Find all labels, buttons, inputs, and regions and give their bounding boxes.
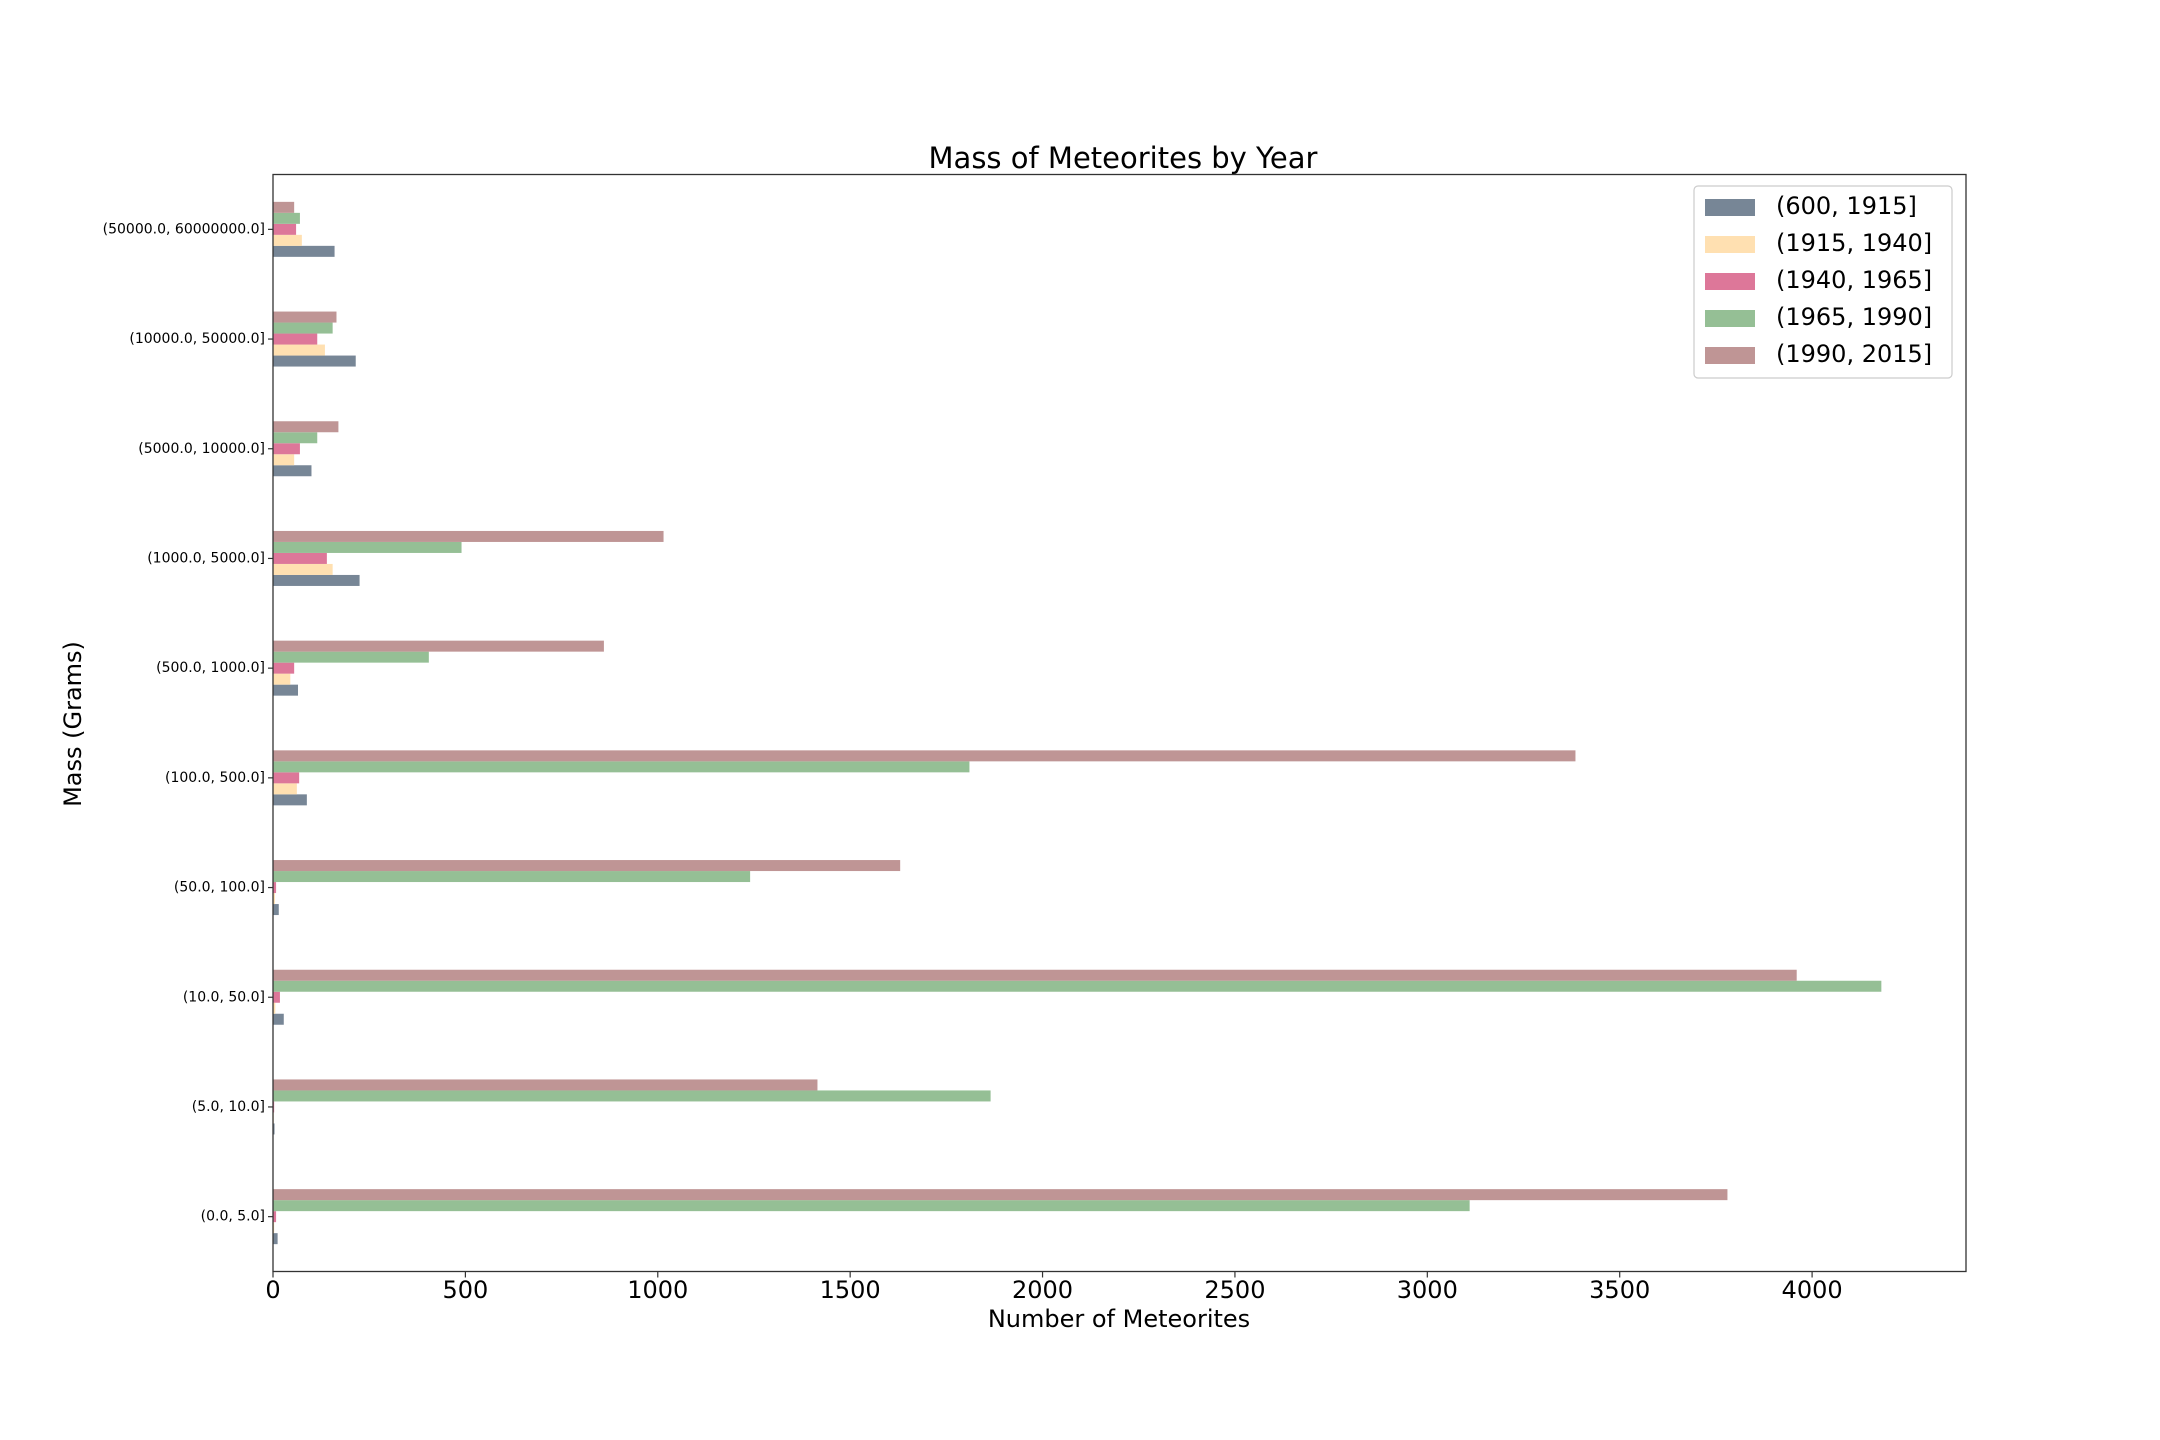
bar bbox=[273, 234, 302, 246]
bar bbox=[273, 541, 462, 553]
bar bbox=[273, 980, 1882, 992]
legend-swatch bbox=[1705, 347, 1755, 364]
bar bbox=[273, 794, 307, 806]
legend-swatch bbox=[1705, 273, 1755, 290]
legend-label: (1965, 1990] bbox=[1776, 303, 1932, 331]
bar bbox=[273, 651, 429, 663]
y-tick-label: (1000.0, 5000.0] bbox=[147, 550, 265, 566]
bar bbox=[273, 882, 277, 894]
bar bbox=[273, 311, 337, 323]
x-tick-label: 500 bbox=[442, 1276, 488, 1304]
bar bbox=[273, 1211, 277, 1223]
legend-label: (600, 1915] bbox=[1776, 192, 1917, 220]
bar bbox=[273, 421, 339, 433]
bar bbox=[273, 333, 318, 345]
y-axis-ticks: (0.0, 5.0] (5.0, 10.0] (10.0, 50.0] (50.0, … bbox=[103, 221, 273, 1225]
x-tick-label: 2500 bbox=[1204, 1276, 1265, 1304]
bar bbox=[273, 1233, 278, 1245]
bar bbox=[273, 432, 318, 444]
x-tick-label: 0 bbox=[265, 1276, 280, 1304]
bar bbox=[273, 772, 300, 784]
bar bbox=[273, 904, 279, 916]
bar bbox=[273, 1200, 1470, 1212]
bar bbox=[273, 212, 300, 224]
bar bbox=[273, 1090, 991, 1102]
bar bbox=[273, 871, 751, 883]
bar bbox=[273, 443, 300, 455]
bar bbox=[273, 969, 1797, 981]
bar bbox=[273, 355, 356, 367]
legend-label: (1990, 2015] bbox=[1776, 340, 1932, 368]
legend-label: (1940, 1965] bbox=[1776, 266, 1932, 294]
plot-area-frame bbox=[272, 173, 1967, 1273]
bar bbox=[273, 563, 333, 575]
legend-swatch bbox=[1705, 199, 1755, 216]
y-tick-label: (100.0, 500.0] bbox=[165, 770, 265, 786]
bar bbox=[273, 223, 297, 235]
bar bbox=[273, 322, 333, 334]
bar bbox=[273, 454, 295, 466]
bar bbox=[273, 530, 664, 542]
bar bbox=[273, 201, 295, 213]
x-axis-label: Number of Meteorites bbox=[988, 1305, 1250, 1333]
x-tick-label: 3500 bbox=[1589, 1276, 1650, 1304]
x-tick-label: 4000 bbox=[1782, 1276, 1843, 1304]
legend-swatch bbox=[1705, 310, 1755, 327]
y-tick-label: (5000.0, 10000.0] bbox=[138, 441, 265, 457]
legend-label: (1915, 1940] bbox=[1776, 229, 1932, 257]
bar bbox=[273, 465, 312, 477]
y-tick-label: (10.0, 50.0] bbox=[183, 989, 265, 1005]
bar bbox=[273, 761, 970, 773]
x-axis-ticks: 0 500 1000 1500 2000 2500 3000 3500 4000 bbox=[265, 1271, 1843, 1304]
bar bbox=[273, 1013, 284, 1025]
bar bbox=[273, 684, 299, 696]
bar bbox=[273, 991, 280, 1003]
bar bbox=[273, 245, 335, 257]
legend-swatch bbox=[1705, 236, 1755, 253]
bar bbox=[273, 1002, 276, 1014]
x-tick-label: 1000 bbox=[627, 1276, 688, 1304]
x-tick-label: 2000 bbox=[1012, 1276, 1073, 1304]
y-tick-label: (50000.0, 60000000.0] bbox=[103, 221, 265, 237]
bar bbox=[273, 344, 325, 356]
bar bbox=[273, 893, 275, 905]
bar bbox=[273, 640, 604, 652]
chart-title: Mass of Meteorites by Year bbox=[929, 141, 1318, 175]
bar bbox=[273, 662, 295, 674]
bar bbox=[273, 860, 901, 872]
y-tick-label: (10000.0, 50000.0] bbox=[129, 331, 265, 347]
y-tick-label: (500.0, 1000.0] bbox=[156, 660, 265, 676]
bar bbox=[273, 1079, 818, 1091]
x-tick-label: 3000 bbox=[1397, 1276, 1458, 1304]
y-tick-label: (5.0, 10.0] bbox=[192, 1099, 265, 1115]
y-axis-label: Mass (Grams) bbox=[59, 641, 87, 807]
bar bbox=[273, 1189, 1728, 1201]
legend: (600, 1915] (1915, 1940] (1940, 1965] (1965… bbox=[1693, 185, 1953, 379]
bar bbox=[273, 1123, 275, 1135]
bar bbox=[273, 673, 291, 685]
bar bbox=[273, 783, 297, 795]
y-tick-label: (50.0, 100.0] bbox=[174, 880, 265, 896]
bar bbox=[273, 574, 360, 586]
bar bbox=[273, 552, 327, 564]
bar bbox=[273, 750, 1576, 762]
legend-frame bbox=[1693, 185, 1953, 379]
x-tick-label: 1500 bbox=[820, 1276, 881, 1304]
bars-group bbox=[273, 201, 1882, 1245]
y-tick-label: (0.0, 5.0] bbox=[201, 1209, 265, 1225]
